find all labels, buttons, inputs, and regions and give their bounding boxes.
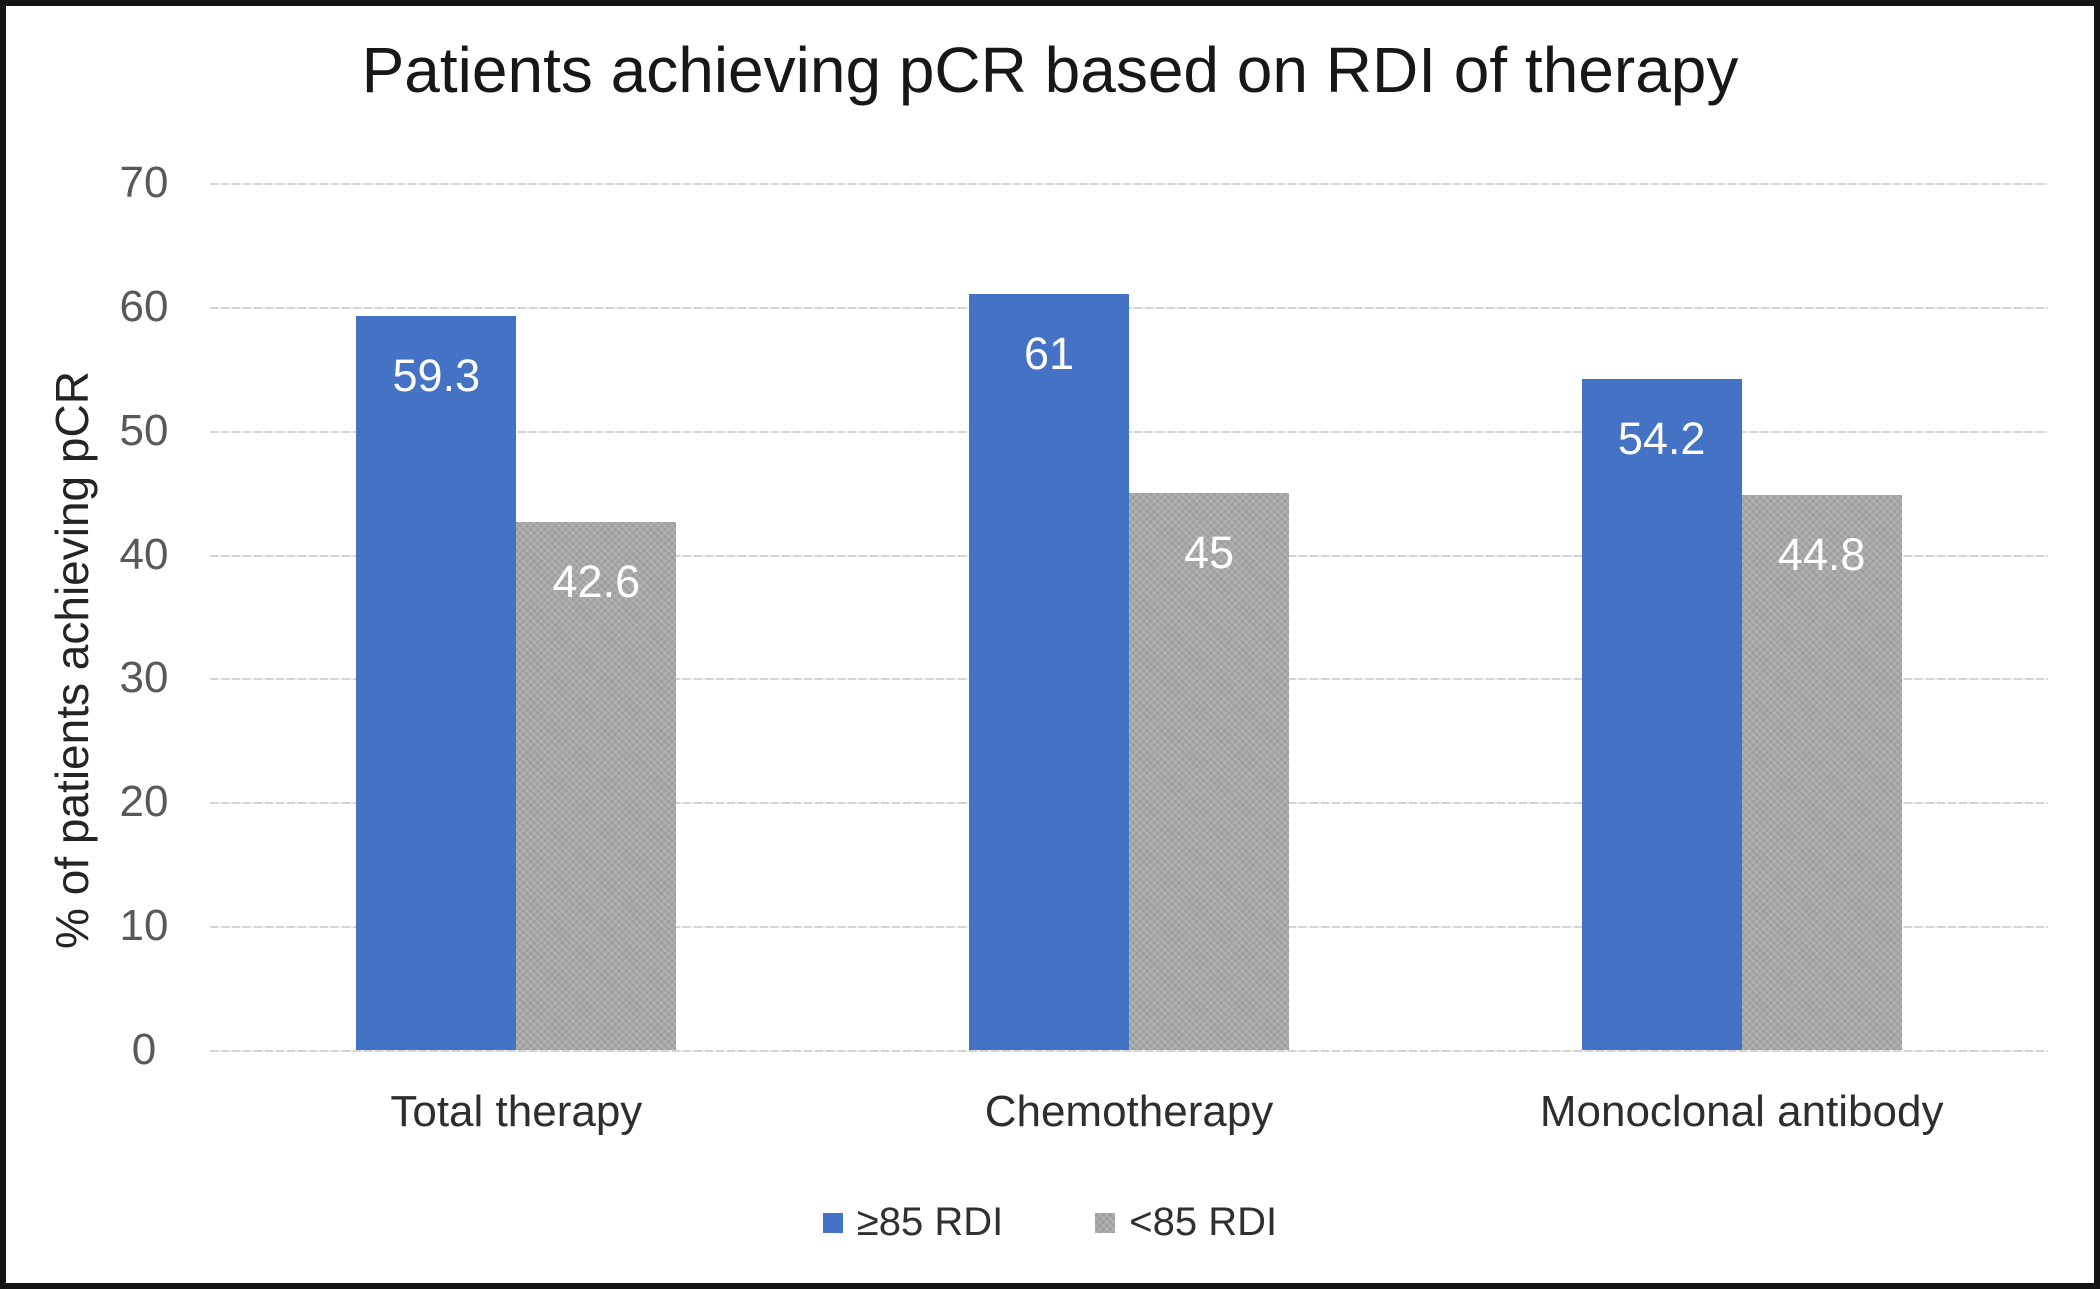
gridline-0 <box>210 1050 2048 1052</box>
gridline-60 <box>210 306 2048 309</box>
bar-value-label: 45 <box>1183 526 1235 578</box>
legend-swatch-blue-icon <box>822 1212 843 1233</box>
y-tick-label-10: 10 <box>119 901 169 951</box>
y-tick-label-50: 50 <box>119 405 169 455</box>
y-tick-label-30: 30 <box>119 653 169 703</box>
bar-value-label: 42.6 <box>552 556 641 608</box>
y-tick-label-60: 60 <box>119 281 169 331</box>
legend-item-ge85-rdi: ≥85 RDI <box>822 1200 1004 1245</box>
plot-area: 59.3 42.6 61 45 54.2 44.8 <box>210 183 2048 1052</box>
bar-value-label: 59.3 <box>392 349 481 401</box>
bar-value-label: 44.8 <box>1777 529 1866 581</box>
bar-value-label: 54.2 <box>1617 412 1706 464</box>
chart-title: Patients achieving pCR based on RDI of t… <box>361 34 1739 106</box>
y-tick-label-40: 40 <box>119 529 169 579</box>
y-tick-label-70: 70 <box>119 158 169 207</box>
bar-ge85-rdi-total-therapy: 59.3 <box>356 315 517 1050</box>
bar-value-label: 61 <box>1023 328 1075 380</box>
legend-item-lt85-rdi: <85 RDI <box>1095 1200 1277 1245</box>
bar-ge85-rdi-chemotherapy: 61 <box>969 294 1129 1050</box>
gridline-70 <box>210 183 2048 185</box>
legend-label-lt85-rdi: <85 RDI <box>1129 1200 1278 1244</box>
x-category-label-monoclonal-antibody: Monoclonal antibody <box>1539 1087 1944 1136</box>
x-category-label-total-therapy: Total therapy <box>390 1087 643 1136</box>
bar-lt85-rdi-total-therapy: 42.6 <box>516 522 677 1050</box>
legend-swatch-gray-icon <box>1095 1212 1116 1233</box>
bar-ge85-rdi-monoclonal-antibody: 54.2 <box>1581 378 1742 1050</box>
legend: ≥85 RDI <85 RDI <box>6 1200 2094 1245</box>
y-tick-label-20: 20 <box>119 777 169 827</box>
y-tick-label-0: 0 <box>131 1025 157 1074</box>
bar-lt85-rdi-monoclonal-antibody: 44.8 <box>1741 495 1902 1050</box>
bar-lt85-rdi-chemotherapy: 45 <box>1129 492 1289 1050</box>
x-category-label-chemotherapy: Chemotherapy <box>984 1087 1274 1136</box>
legend-label-ge85-rdi: ≥85 RDI <box>856 1200 1004 1244</box>
gridline-50 <box>210 430 2048 433</box>
